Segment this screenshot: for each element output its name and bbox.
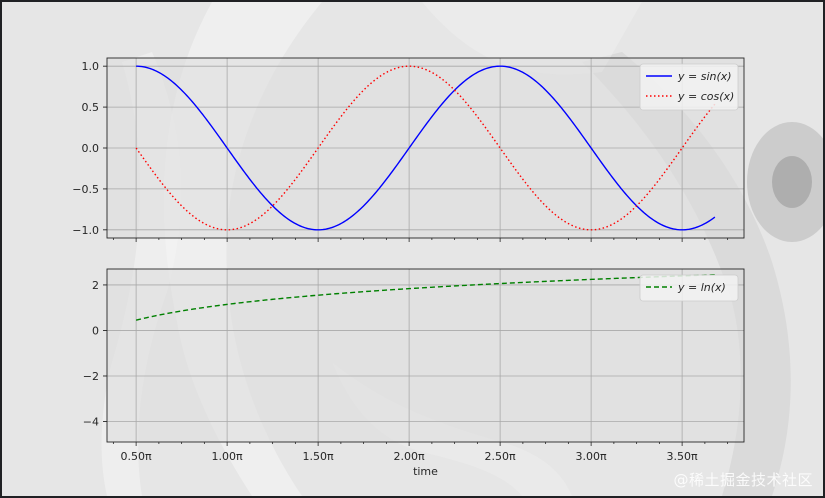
x-tick-label: 2.50π bbox=[485, 450, 516, 463]
legend-label-cos: y = cos(x) bbox=[677, 90, 734, 103]
x-tick-label: 1.50π bbox=[303, 450, 334, 463]
x-tick-label: 3.50π bbox=[667, 450, 698, 463]
series-line-ln bbox=[135, 274, 715, 321]
y-tick-label: 1.0 bbox=[82, 60, 100, 73]
y-tick-label: −4 bbox=[83, 416, 99, 429]
y-tick-label: 0.5 bbox=[82, 101, 100, 114]
series-line-cos bbox=[135, 65, 716, 231]
y-tick-label: 2 bbox=[92, 279, 99, 292]
legend: y = sin(x) y = cos(x) bbox=[639, 63, 739, 111]
y-tick-label: −2 bbox=[83, 370, 99, 383]
x-tick-label: 3.00π bbox=[576, 450, 607, 463]
top-subplot: 1.0 0.5 0.0 −0.5 −1.0 y = sin(x) y = cos(x) bbox=[72, 57, 745, 242]
x-tick-label: 0.50π bbox=[121, 450, 152, 463]
axes-border bbox=[106, 268, 745, 443]
series-line-sin bbox=[136, 65, 716, 231]
axes-face bbox=[107, 269, 744, 442]
legend-box bbox=[639, 274, 739, 302]
y-tick-label: −1.0 bbox=[72, 224, 99, 237]
bottom-subplot: 2 0 −2 −4 0.50π 1.00π 1.50π 2.00π 2.50π 3.00π 3.50… bbox=[83, 268, 745, 478]
y-tick-label: 0.0 bbox=[82, 142, 100, 155]
y-tick-label: −0.5 bbox=[72, 183, 99, 196]
x-tick-label: 1.00π bbox=[212, 450, 243, 463]
x-axis-label: time bbox=[413, 465, 438, 478]
y-tick-label: 0 bbox=[92, 324, 99, 337]
legend: y = ln(x) bbox=[639, 274, 739, 302]
x-tick-label: 2.00π bbox=[394, 450, 425, 463]
legend-label-sin: y = sin(x) bbox=[677, 70, 732, 83]
watermark-text: @稀土掘金技术社区 bbox=[673, 471, 813, 489]
legend-label-ln: y = ln(x) bbox=[677, 281, 726, 294]
